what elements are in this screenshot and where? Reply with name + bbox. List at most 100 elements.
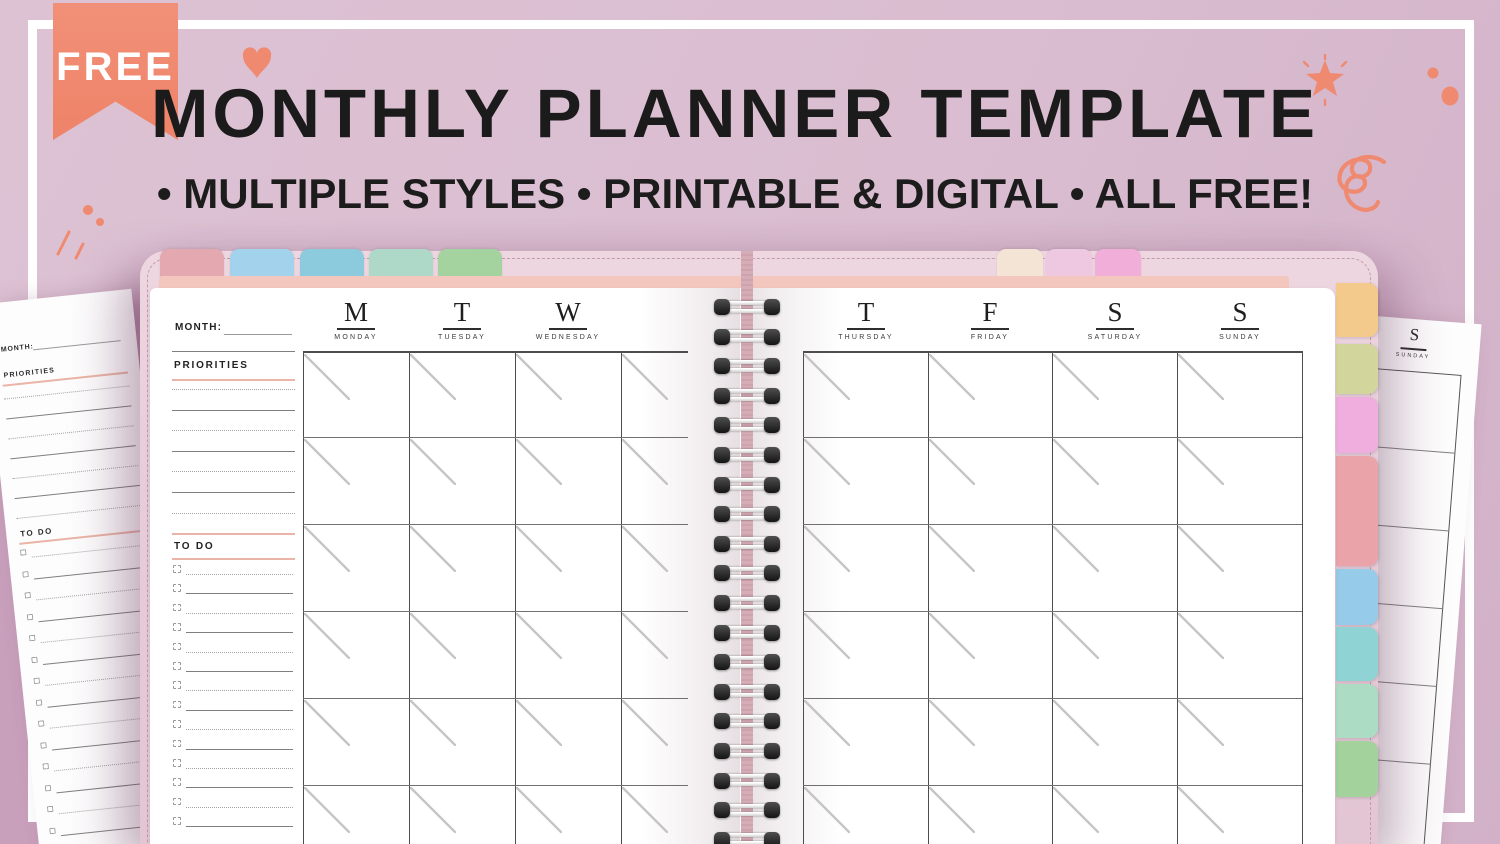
ring-cap: [714, 299, 730, 315]
date-corner-slash: [929, 439, 975, 485]
todo-checkbox: [173, 720, 181, 728]
grid-vertical-line: [409, 351, 410, 844]
spiral-ring: [714, 447, 780, 464]
date-corner-slash: [804, 700, 850, 746]
grid-row-line: [303, 698, 688, 699]
day-header-friday: F FRIDAY: [930, 298, 1050, 341]
date-corner-slash: [622, 354, 668, 400]
todo-checkbox: [173, 797, 181, 806]
date-corner-slash: [410, 787, 456, 833]
spiral-ring: [714, 654, 780, 671]
date-corner-slash: [304, 700, 350, 746]
ring-cap: [714, 654, 730, 671]
ring-wire: [725, 330, 769, 335]
priorities-label: PRIORITIES: [174, 360, 249, 371]
todo-checkbox: [173, 565, 181, 573]
day-name: FRIDAY: [970, 334, 1010, 341]
day-header-sunday: S SUNDAY: [1180, 298, 1300, 341]
ring-cap: [714, 595, 730, 611]
ring-cap: [764, 447, 780, 463]
ring-wire: [725, 596, 769, 601]
ring-wire: [725, 456, 769, 461]
todo-writing-line: [186, 768, 293, 769]
side-tab: [1336, 569, 1378, 625]
ring-wire: [725, 566, 769, 571]
spiral-ring: [714, 565, 780, 582]
day-header-wednesday: W WEDNESDAY: [508, 298, 628, 341]
day-header-rule: [971, 328, 1009, 330]
spiral-ring: [714, 328, 780, 345]
grid-vertical-line: [803, 351, 804, 844]
date-corner-slash: [410, 613, 456, 659]
ring-wire: [725, 803, 769, 808]
spiral-ring: [714, 476, 780, 493]
date-corner-slash: [516, 787, 562, 833]
ring-cap: [714, 713, 730, 730]
date-corner-slash: [1053, 787, 1099, 833]
date-corner-slash: [1053, 526, 1099, 572]
date-corner-slash: [929, 613, 975, 659]
date-corner-slash: [410, 700, 456, 746]
ring-cap: [764, 328, 780, 345]
ring-cap: [714, 772, 730, 789]
day-name: SUNDAY: [1219, 334, 1261, 341]
ring-cap: [714, 743, 730, 759]
side-tab: [1336, 283, 1378, 337]
date-corner-slash: [1178, 526, 1224, 572]
date-corner-slash: [804, 526, 850, 572]
ring-wire: [725, 774, 769, 779]
date-corner-slash: [1178, 787, 1224, 833]
day-header-thursday: T THURSDAY: [806, 298, 926, 341]
ring-cap: [764, 565, 780, 582]
ring-wire: [725, 308, 769, 313]
dots-decoration-top-right: [1427, 67, 1459, 106]
grid-row-line: [303, 437, 688, 438]
spiral-ring: [714, 417, 780, 434]
grid-row-line: [303, 611, 688, 612]
todo-checkbox: [173, 603, 181, 612]
ring-wire: [725, 478, 769, 483]
side-tab: [1336, 627, 1378, 681]
date-corner-slash: [516, 526, 562, 572]
date-corner-slash: [622, 439, 668, 485]
day-letter: S: [1232, 297, 1248, 327]
grid-row-line: [303, 524, 688, 525]
ring-wire: [725, 367, 769, 372]
todo-checkbox: [173, 642, 181, 651]
priorities-writing-line: [172, 409, 295, 411]
day-letter: W: [555, 297, 581, 327]
ring-cap: [714, 387, 730, 404]
spiral-ring: [714, 299, 780, 316]
side-tab: [1336, 344, 1378, 394]
ring-cap: [764, 802, 780, 819]
date-corner-slash: [1178, 439, 1224, 485]
date-corner-slash: [929, 700, 975, 746]
ring-cap: [714, 328, 730, 345]
ring-wire: [725, 782, 769, 787]
todo-writing-line: [186, 593, 293, 595]
todo-writing-line: [186, 651, 293, 653]
todo-writing-line: [186, 574, 293, 575]
date-corner-slash: [516, 613, 562, 659]
date-corner-slash: [804, 787, 850, 833]
day-letter: T: [857, 297, 875, 327]
priorities-writing-line: [172, 471, 295, 473]
day-name: THURSDAY: [838, 334, 894, 341]
ring-wire: [725, 338, 769, 343]
todo-checkbox: [173, 623, 181, 631]
day-header-rule: [1096, 328, 1134, 330]
priorities-writing-line: [172, 533, 295, 536]
todo-checkbox: [173, 739, 181, 748]
sparkle-dashes-left: [56, 230, 85, 260]
todo-label: TO DO: [174, 541, 215, 552]
todo-writing-line: [186, 806, 293, 808]
todo-writing-line: [186, 709, 293, 711]
ring-wire: [725, 634, 769, 639]
ring-wire: [725, 574, 769, 579]
priorities-writing-line: [172, 492, 295, 493]
todo-checkbox: [173, 759, 181, 767]
priorities-underline: [172, 379, 295, 381]
ring-wire: [725, 841, 769, 844]
ring-cap: [764, 831, 780, 844]
